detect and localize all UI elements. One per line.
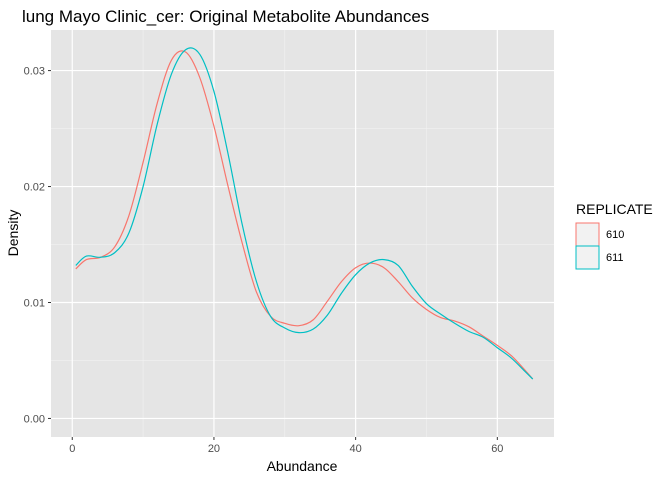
x-tick-label: 20 bbox=[208, 443, 220, 455]
legend-key-610 bbox=[575, 222, 600, 247]
x-axis: 0 20 40 60 bbox=[69, 437, 503, 455]
y-axis: 0.00 0.01 0.02 0.03 bbox=[24, 66, 51, 425]
plot-panel bbox=[51, 30, 554, 437]
y-tick-label: 0.01 bbox=[24, 297, 45, 309]
x-tick-label: 0 bbox=[69, 443, 75, 455]
y-axis-title: Density bbox=[5, 210, 21, 257]
legend: REPLICATE 610 611 bbox=[575, 201, 653, 270]
legend-keys: 610 611 bbox=[575, 222, 624, 270]
major-gridlines bbox=[51, 30, 554, 437]
x-tick-label: 60 bbox=[491, 443, 503, 455]
minor-gridlines bbox=[51, 30, 554, 437]
y-tick-label: 0.02 bbox=[24, 182, 45, 194]
x-tick-label: 40 bbox=[350, 443, 362, 455]
y-tick-label: 0.03 bbox=[24, 66, 45, 78]
legend-title: REPLICATE bbox=[576, 201, 653, 217]
series-line-611 bbox=[75, 47, 534, 380]
legend-key-611 bbox=[575, 245, 600, 270]
y-tick-label: 0.00 bbox=[24, 413, 45, 425]
series-line-610 bbox=[75, 50, 534, 380]
density-series bbox=[75, 47, 534, 380]
chart-title: lung Mayo Clinic_cer: Original Metabolit… bbox=[22, 7, 429, 26]
legend-label-611: 611 bbox=[606, 252, 624, 264]
x-axis-title: Abundance bbox=[267, 458, 338, 474]
legend-label-610: 610 bbox=[606, 229, 624, 241]
